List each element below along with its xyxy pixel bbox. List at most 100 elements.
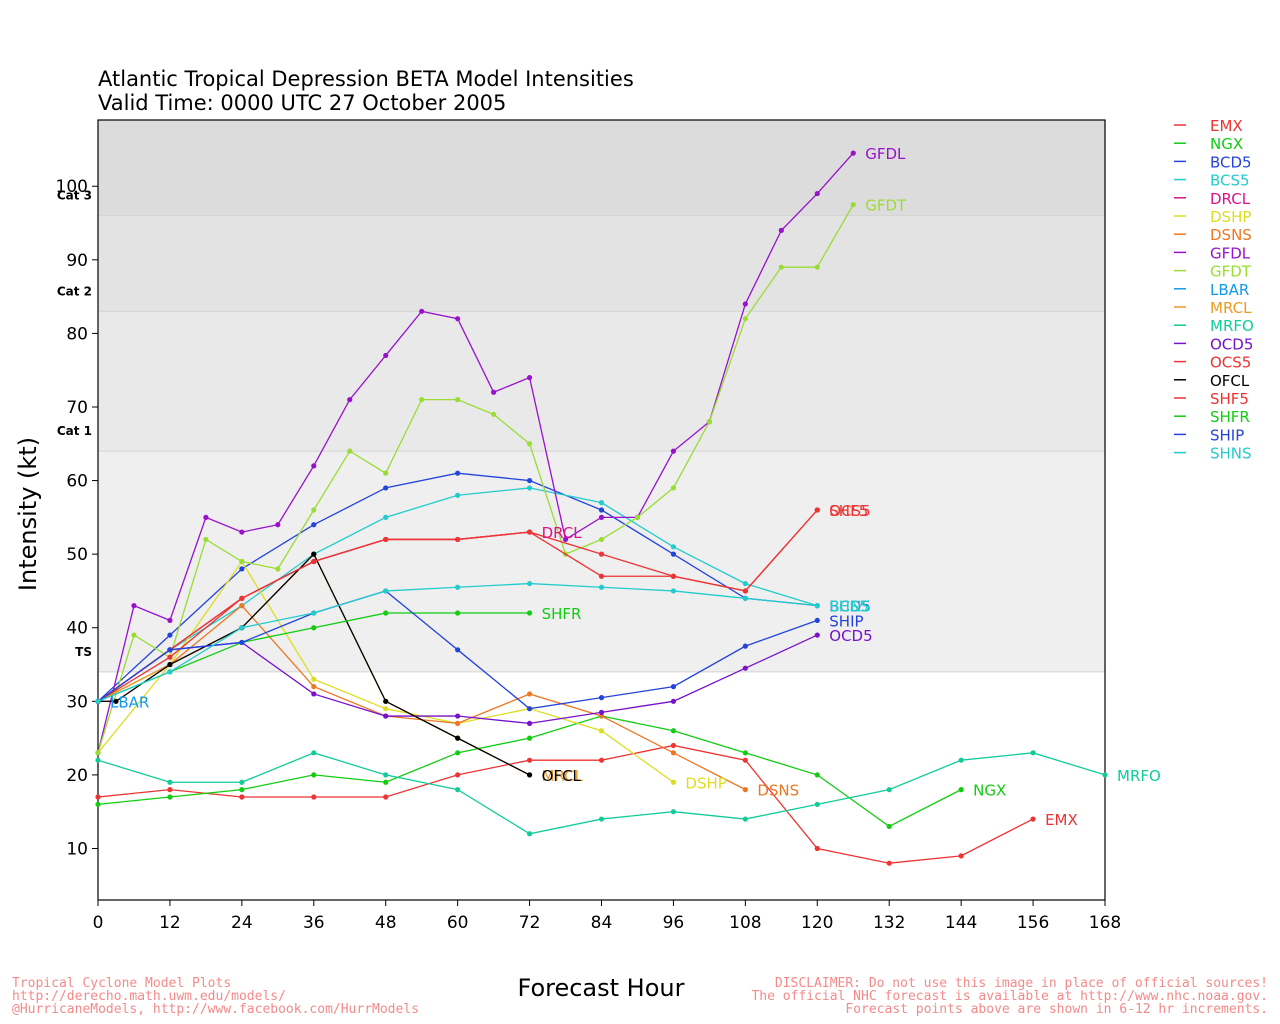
point-gfdt [526, 441, 533, 447]
band-label: Cat 2 [57, 284, 92, 298]
line-ngx [97, 715, 962, 828]
point-gfdt [239, 558, 245, 565]
point-mrfo [455, 787, 461, 793]
series-shf5 [95, 507, 820, 704]
footer-disclaimer: DISCLAIMER: Do not use this image in pla… [751, 976, 1268, 1017]
x-tick-label: 156 [1017, 913, 1049, 933]
legend-label: EMX [1210, 117, 1243, 135]
point-ngx [383, 779, 389, 785]
legend-item-drcl: DRCL [1174, 190, 1251, 208]
point-shfr [311, 625, 317, 631]
point-shns [742, 595, 748, 601]
band-label: TS [75, 645, 92, 659]
point-gfdt [455, 397, 461, 403]
end-label-lbar: LBAR [110, 693, 149, 711]
point-shns [814, 603, 820, 609]
y-tick-label: 100 [56, 177, 88, 197]
legend-label: OCD5 [1210, 335, 1253, 353]
point-gfdt [419, 397, 425, 403]
legend-item-bcd5: BCD5 [1174, 153, 1252, 171]
point-emx [383, 794, 389, 800]
y-tick-label: 90 [66, 251, 88, 271]
point-ofcl [383, 698, 389, 704]
point-gfdt [814, 264, 820, 270]
point-dsns [598, 713, 605, 719]
point-shf5 [598, 551, 605, 557]
legend-label: GFDL [1210, 244, 1251, 262]
point-ocd5 [598, 709, 605, 715]
legend-item-mrcl: MRCL [1174, 299, 1252, 317]
x-tick-label: 120 [801, 913, 833, 933]
point-emx [239, 794, 245, 800]
point-shf5 [455, 536, 461, 543]
legend-label: OCS5 [1210, 354, 1251, 372]
point-gfdt [778, 264, 784, 270]
point-shf5 [311, 558, 317, 565]
x-tick-label: 84 [591, 913, 613, 933]
y-tick-label: 60 [66, 472, 88, 492]
point-ship [167, 647, 173, 653]
point-ngx [167, 794, 173, 800]
point-bcd5 [383, 485, 389, 491]
point-dsns [455, 720, 461, 726]
point-shns [311, 610, 317, 616]
point-ofcl [113, 698, 119, 704]
legend-label: NGX [1210, 135, 1243, 153]
legend-label: LBAR [1210, 281, 1249, 299]
end-label-ship: SHIP [829, 612, 863, 630]
legend-label: SHFR [1210, 408, 1250, 426]
point-bcd5 [526, 477, 533, 484]
point-shfr [455, 610, 461, 616]
point-emx [455, 772, 461, 778]
point-shfr [526, 610, 533, 616]
legend-label: DSNS [1210, 226, 1252, 244]
footer-credits: Tropical Cyclone Model Plots http://dere… [12, 976, 419, 1017]
point-gfdl [598, 514, 605, 520]
point-gfdl [491, 389, 497, 395]
point-bcs5 [598, 500, 605, 506]
point-dshp [311, 676, 317, 682]
line-gfdl [97, 152, 854, 753]
point-ship [670, 684, 677, 690]
y-tick-label: 30 [66, 692, 88, 712]
legend-item-ship: SHIP [1174, 426, 1244, 444]
legend: EMXNGXBCD5BCS5DRCLDSHPDSNSGFDLGFDTLBARMR… [1174, 117, 1254, 463]
point-ngx [239, 787, 245, 793]
legend-item-ocd5: OCD5 [1174, 335, 1253, 353]
legend-label: SHF5 [1210, 390, 1249, 408]
point-mrfo [886, 787, 892, 793]
point-shns [670, 588, 677, 594]
legend-label: SHIP [1210, 426, 1244, 444]
legend-item-mrfo: MRFO [1174, 317, 1254, 335]
legend-item-ocs5: OCS5 [1174, 354, 1251, 372]
point-emx [598, 757, 605, 763]
end-label-drcl: DRCL [542, 524, 583, 542]
band-label: Cat 3 [57, 189, 92, 203]
point-bcs5 [526, 485, 533, 491]
point-gfdl [562, 536, 569, 543]
category-bands: TS Cat 1 Cat 2 Cat 3 [57, 120, 1105, 673]
point-shf5 [670, 573, 677, 579]
point-ofcl [526, 772, 533, 778]
point-mrfo [311, 750, 317, 756]
x-tick-label: 168 [1089, 913, 1121, 933]
point-ngx [886, 823, 892, 830]
point-ngx [742, 750, 748, 756]
point-ofcl [167, 661, 173, 668]
point-shns [455, 584, 461, 590]
point-ocd5 [526, 720, 533, 726]
point-emx [886, 860, 892, 866]
point-ngx [814, 772, 820, 778]
line-ofcl [98, 553, 530, 776]
series-gfdl [95, 150, 856, 756]
y-tick-label: 20 [66, 766, 88, 786]
x-tick-label: 72 [519, 913, 541, 933]
point-ship [526, 706, 533, 712]
point-gfdl [419, 308, 425, 314]
point-bcd5 [670, 551, 677, 557]
point-ocd5 [742, 665, 748, 671]
point-gfdl [778, 227, 784, 233]
point-gfdt [203, 536, 209, 543]
end-label-ngx: NGX [973, 782, 1006, 800]
